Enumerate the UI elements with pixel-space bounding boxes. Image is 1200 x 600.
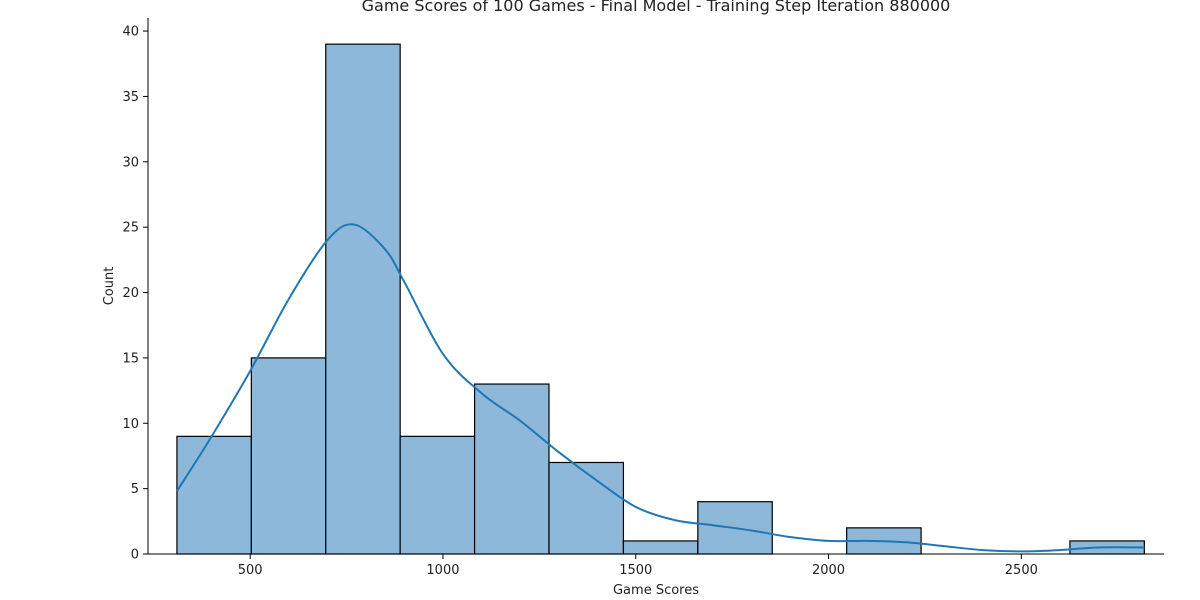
kde-curve: [176, 223, 1145, 553]
y-ticks-layer: 0 5 10 15 20 25 30 35 40: [122, 25, 148, 563]
histogram-bar-1: [250, 357, 327, 555]
x-tick-label: 1500: [619, 563, 652, 578]
y-tick-label: 10: [122, 417, 139, 432]
x-ticks-layer: 500 1000 1500 2000 2500: [238, 554, 1038, 578]
y-tick-label: 15: [122, 351, 139, 366]
histogram-bar-0: [176, 435, 252, 555]
x-tick-label: 1000: [426, 563, 459, 578]
x-axis-title: Game Scores: [613, 583, 699, 598]
y-tick-label: 30: [122, 155, 139, 170]
histogram-bar-4: [473, 383, 550, 555]
y-tick-label: 0: [131, 548, 139, 563]
histogram-bar-2: [325, 43, 401, 555]
bars-layer: [176, 43, 1145, 555]
histogram-bar-5: [548, 461, 625, 555]
histogram-bar-3: [399, 435, 476, 555]
y-tick-label: 5: [131, 482, 139, 497]
y-axis-title: Count: [102, 267, 117, 306]
histogram-bar-6: [622, 540, 699, 555]
x-tick-label: 2000: [812, 563, 845, 578]
chart-title: Game Scores of 100 Games - Final Model -…: [362, 0, 951, 15]
x-tick-label: 500: [238, 563, 263, 578]
x-tick-label: 2500: [1005, 563, 1038, 578]
y-tick-label: 25: [122, 221, 139, 236]
y-tick-label: 35: [122, 90, 139, 105]
y-tick-label: 40: [122, 25, 139, 40]
y-tick-label: 20: [122, 286, 139, 301]
